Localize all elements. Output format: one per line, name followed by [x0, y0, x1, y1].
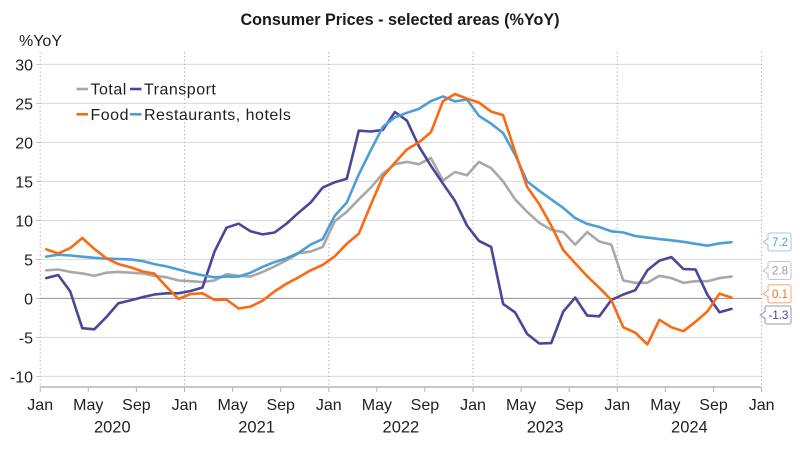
svg-text:2023: 2023	[527, 418, 564, 436]
svg-text:Sep: Sep	[699, 397, 728, 414]
svg-text:Jan: Jan	[27, 397, 53, 414]
svg-text:Jan: Jan	[172, 397, 198, 414]
svg-text:May: May	[73, 397, 103, 414]
svg-text:2020: 2020	[94, 418, 131, 436]
svg-text:May: May	[650, 397, 680, 414]
svg-text:Restaurants, hotels: Restaurants, hotels	[144, 107, 291, 124]
svg-text:Transport: Transport	[144, 82, 216, 99]
svg-text:May: May	[506, 397, 536, 414]
svg-text:2021: 2021	[238, 418, 275, 436]
svg-text:30: 30	[15, 58, 33, 75]
svg-text:May: May	[362, 397, 392, 414]
svg-text:15: 15	[15, 175, 33, 192]
svg-text:-10: -10	[10, 370, 33, 387]
svg-text:0: 0	[24, 292, 33, 309]
svg-text:25: 25	[15, 97, 33, 114]
svg-text:Food: Food	[91, 107, 129, 124]
svg-text:Jan: Jan	[460, 397, 486, 414]
svg-text:Total: Total	[91, 82, 127, 99]
svg-text:Consumer Prices - selected are: Consumer Prices - selected areas (%YoY)	[240, 11, 559, 29]
svg-text:2022: 2022	[383, 418, 420, 436]
svg-text:7.2: 7.2	[772, 237, 788, 249]
svg-text:Jan: Jan	[749, 397, 775, 414]
svg-text:5: 5	[24, 253, 33, 270]
svg-text:Sep: Sep	[122, 397, 151, 414]
svg-text:Jan: Jan	[316, 397, 342, 414]
svg-text:May: May	[217, 397, 247, 414]
svg-text:20: 20	[15, 136, 33, 153]
svg-text:0.1: 0.1	[772, 289, 788, 301]
svg-text:-5: -5	[19, 331, 33, 348]
svg-text:Sep: Sep	[266, 397, 295, 414]
svg-text:Sep: Sep	[411, 397, 440, 414]
svg-text:Sep: Sep	[555, 397, 584, 414]
svg-text:Jan: Jan	[604, 397, 630, 414]
svg-text:10: 10	[15, 214, 33, 231]
svg-text:2.8: 2.8	[772, 266, 788, 278]
svg-text:2024: 2024	[671, 418, 708, 436]
svg-text:-1.3: -1.3	[769, 310, 789, 322]
svg-text:%YoY: %YoY	[19, 33, 62, 50]
